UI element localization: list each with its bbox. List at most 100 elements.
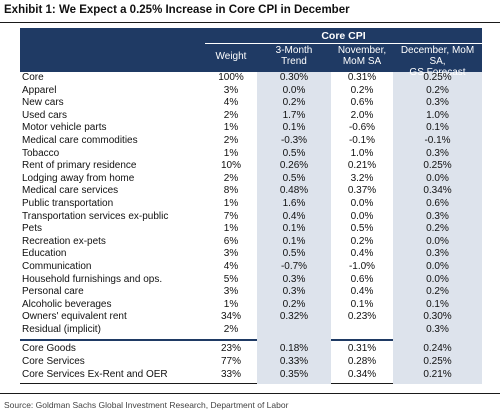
table-row: Alcoholic beverages 1% 0.2% 0.1% 0.1% — [20, 299, 482, 312]
december-cell: 0.0% — [426, 235, 449, 247]
table-row: Education 3% 0.5% 0.4% 0.3% — [20, 248, 482, 261]
november-cell: 0.4% — [350, 286, 374, 298]
trend-cell: 0.1% — [282, 235, 306, 247]
header-group-rule — [205, 43, 482, 44]
row-label: Medical care services — [22, 185, 119, 197]
row-label: Alcoholic beverages — [22, 298, 112, 310]
row-label: New cars — [22, 97, 64, 109]
november-cell: 0.31% — [347, 72, 377, 83]
december-cell: 0.21% — [423, 368, 452, 380]
december-cell: -0.1% — [424, 134, 451, 146]
weight-cell: 1% — [223, 223, 239, 235]
november-cell: 0.5% — [350, 223, 374, 235]
row-label: Core — [22, 72, 44, 83]
weight-cell: 3% — [223, 84, 239, 96]
december-cell: 0.3% — [426, 323, 449, 335]
row-label: Core Goods — [22, 343, 76, 355]
table-header: Core CPI Weight 3-Month Trend November, Mo… — [20, 28, 482, 78]
row-label: Public transportation — [22, 197, 114, 209]
row-label: Tobacco — [22, 147, 60, 159]
table-row: Core Services Ex-Rent and OER 33% 0.35% 0.3… — [20, 369, 482, 382]
november-cell: 0.2% — [350, 84, 374, 96]
december-cell: 0.25% — [423, 160, 452, 172]
weight-cell: 2% — [223, 109, 239, 121]
weight-cell: 4% — [223, 97, 239, 109]
november-cell: -0.1% — [348, 134, 376, 146]
row-label: Core Services — [22, 356, 85, 368]
weight-cell: 3% — [223, 248, 239, 260]
row-label: Lodging away from home — [22, 172, 135, 184]
trend-cell: 1.7% — [282, 109, 306, 121]
november-cell: 2.0% — [350, 109, 374, 121]
december-cell: 0.3% — [426, 210, 449, 222]
trend-cell: -0.7% — [280, 260, 308, 272]
december-cell: 0.25% — [423, 356, 452, 368]
weight-cell: 1% — [223, 298, 239, 310]
november-cell: 0.4% — [350, 248, 374, 260]
row-label: Household furnishings and ops. — [22, 273, 163, 285]
november-cell: 1.0% — [350, 147, 374, 159]
trend-cell: 0.3% — [282, 273, 306, 285]
weight-cell: 33% — [220, 368, 241, 380]
trend-cell: 0.3% — [282, 286, 306, 298]
row-label: Transportation services ex-public — [22, 210, 169, 222]
row-label: Apparel — [22, 84, 57, 96]
december-cell: 0.34% — [423, 185, 452, 197]
november-cell: 0.37% — [347, 185, 377, 197]
row-label: Owners' equivalent rent — [22, 311, 127, 323]
trend-cell: 1.6% — [282, 197, 306, 209]
weight-cell: 1% — [223, 122, 239, 134]
november-cell: 0.6% — [350, 97, 374, 109]
table-row: Medical care commodities 2% -0.3% -0.1% -0.1… — [20, 135, 482, 148]
december-cell: 0.0% — [426, 260, 449, 272]
november-cell: 0.0% — [350, 197, 374, 209]
december-cell: 0.2% — [426, 84, 449, 96]
december-cell: 0.3% — [426, 97, 449, 109]
row-label: Communication — [22, 260, 92, 272]
table-row: Apparel 3% 0.0% 0.2% 0.2% — [20, 85, 482, 98]
table-row: Tobacco 1% 0.5% 1.0% 0.3% — [20, 148, 482, 161]
trend-cell: 0.26% — [279, 160, 309, 172]
november-cell: 0.21% — [347, 160, 377, 172]
weight-cell: 2% — [223, 323, 239, 335]
november-cell: 0.0% — [350, 210, 374, 222]
weight-cell: 23% — [220, 343, 241, 355]
table-row: Transportation services ex-public 7% 0.4% 0… — [20, 211, 482, 224]
trend-cell: 0.30% — [279, 72, 309, 83]
december-cell: 0.1% — [426, 122, 449, 134]
weight-cell: 1% — [223, 147, 239, 159]
november-cell: 0.2% — [350, 235, 374, 247]
table-row: Motor vehicle parts 1% 0.1% -0.6% 0.1% — [20, 122, 482, 135]
title-divider — [0, 22, 500, 23]
november-cell: -0.6% — [348, 122, 376, 134]
table-row: Used cars 2% 1.7% 2.0% 1.0% — [20, 110, 482, 123]
weight-cell: 8% — [223, 185, 239, 197]
november-cell: 0.23% — [347, 311, 377, 323]
december-cell: 0.0% — [426, 172, 449, 184]
table-row: Medical care services 8% 0.48% 0.37% 0.34% — [20, 185, 482, 198]
row-label: Pets — [22, 223, 43, 235]
november-cell: 0.31% — [347, 343, 377, 355]
summary-rows: Core Goods 23% 0.18% 0.31% 0.24% Core Service… — [20, 343, 482, 381]
november-cell: 0.28% — [347, 356, 377, 368]
weight-cell: 6% — [223, 235, 239, 247]
trend-cell: 0.48% — [279, 185, 309, 197]
weight-cell: 1% — [223, 197, 239, 209]
weight-cell: 100% — [218, 72, 244, 83]
november-cell: 0.34% — [347, 368, 377, 380]
table-row: New cars 4% 0.2% 0.6% 0.3% — [20, 97, 482, 110]
december-cell: 0.0% — [426, 273, 449, 285]
table-row: Household furnishings and ops. 5% 0.3% 0.6%… — [20, 274, 482, 287]
november-cell: 3.2% — [350, 172, 374, 184]
trend-cell: 0.35% — [279, 368, 309, 380]
trend-cell: 0.18% — [279, 343, 309, 355]
weight-cell: 2% — [223, 172, 239, 184]
table-row: Public transportation 1% 1.6% 0.0% 0.6% — [20, 198, 482, 211]
table-row: Recreation ex-pets 6% 0.1% 0.2% 0.0% — [20, 236, 482, 249]
trend-cell: 0.33% — [279, 356, 309, 368]
table-row: Rent of primary residence 10% 0.26% 0.21% 0.… — [20, 160, 482, 173]
summary-separator — [20, 339, 482, 342]
row-label: Personal care — [22, 286, 84, 298]
table-row: Lodging away from home 2% 0.5% 3.2% 0.0% — [20, 173, 482, 186]
table-row: Pets 1% 0.1% 0.5% 0.2% — [20, 223, 482, 236]
